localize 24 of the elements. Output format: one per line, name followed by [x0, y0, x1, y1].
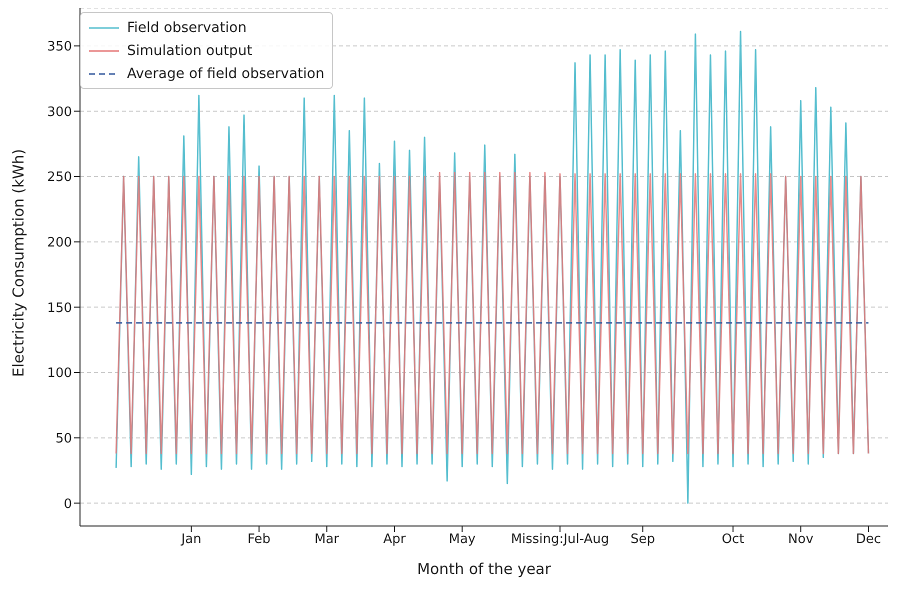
y-tick-label: 150 [47, 300, 72, 316]
y-tick-label: 0 [64, 496, 72, 512]
y-axis-title: Electricity Consumption (kWh) [9, 148, 28, 377]
y-tick-label: 350 [47, 40, 72, 54]
line-series [115, 172, 870, 454]
legend-label: Field observation [127, 20, 247, 36]
x-tick-label: May [448, 532, 476, 548]
y-tick-label: 50 [55, 431, 72, 446]
y-tick-label: 300 [47, 104, 72, 120]
legend-label: Average of field observation [127, 66, 324, 82]
x-tick-label: Nov [788, 532, 814, 548]
x-axis-title: Month of the year [417, 560, 552, 578]
x-tick-label: Sep [630, 532, 655, 548]
x-tick-label: Missing:Jul-Aug [510, 532, 610, 548]
x-tick-label: Feb [248, 532, 271, 548]
x-tick-label: Dec [856, 532, 882, 548]
y-tick-label: 100 [47, 366, 72, 382]
x-tick-label: Apr [383, 532, 406, 548]
x-tick-label: Jan [180, 532, 202, 548]
y-tick-label: 250 [47, 170, 72, 186]
legend-label: Simulation output [127, 42, 252, 58]
y-tick-label: 200 [47, 235, 72, 250]
x-tick-label: Mar [314, 532, 340, 548]
x-tick-label: Oct [722, 532, 744, 548]
